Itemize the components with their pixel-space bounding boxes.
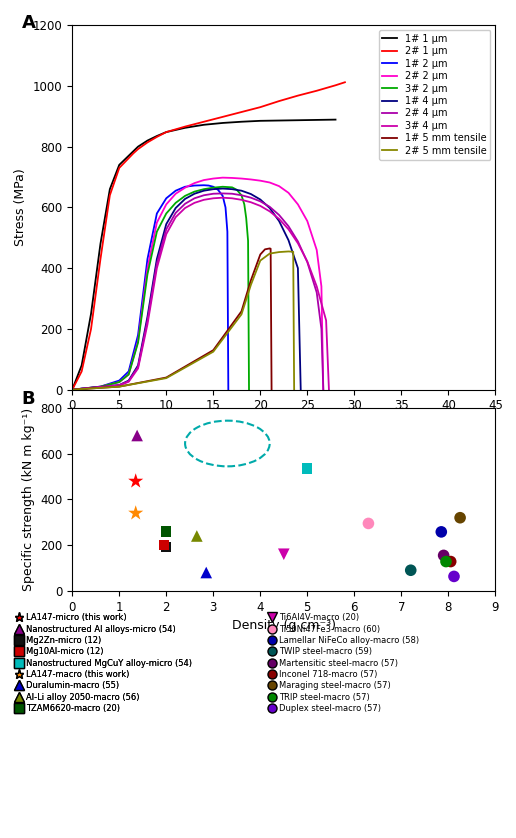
Point — [364, 517, 373, 530]
Legend: Ti6Al4V-macro (20), Ti50Ni47Fe3-macro (60), Lamellar NiFeCo alloy-macro (58), TW: Ti6Al4V-macro (20), Ti50Ni47Fe3-macro (6… — [267, 612, 421, 715]
Legend: 1# 1 μm, 2# 1 μm, 1# 2 μm, 2# 2 μm, 3# 2 μm, 1# 4 μm, 2# 4 μm, 3# 4 μm, 1# 5 mm : 1# 1 μm, 2# 1 μm, 1# 2 μm, 2# 2 μm, 3# 2… — [379, 30, 491, 160]
Point — [407, 563, 415, 577]
Point — [162, 525, 170, 538]
Point — [133, 429, 141, 442]
Legend: LA147-micro (this work), Nanostructured Al alloys-micro (54), Mg2Zn-micro (12), : LA147-micro (this work), Nanostructured … — [14, 612, 194, 715]
Point — [160, 538, 168, 551]
Point — [202, 566, 211, 579]
Point — [280, 547, 288, 561]
X-axis label: Strain (%): Strain (%) — [252, 418, 315, 431]
Point — [446, 555, 455, 568]
Text: B: B — [22, 390, 35, 408]
Point — [442, 555, 450, 568]
Point — [132, 506, 140, 520]
Point — [162, 541, 170, 554]
Text: A: A — [22, 14, 35, 32]
Point — [303, 462, 312, 475]
Point — [456, 511, 464, 525]
Point — [450, 570, 458, 583]
Point — [132, 474, 140, 488]
Y-axis label: Specific strength (kN m kg⁻¹): Specific strength (kN m kg⁻¹) — [22, 408, 35, 591]
Point — [440, 549, 448, 562]
Point — [192, 530, 201, 543]
X-axis label: Density (g cm⁻³): Density (g cm⁻³) — [232, 619, 336, 632]
Point — [437, 525, 445, 539]
Y-axis label: Stress (MPa): Stress (MPa) — [14, 168, 27, 246]
